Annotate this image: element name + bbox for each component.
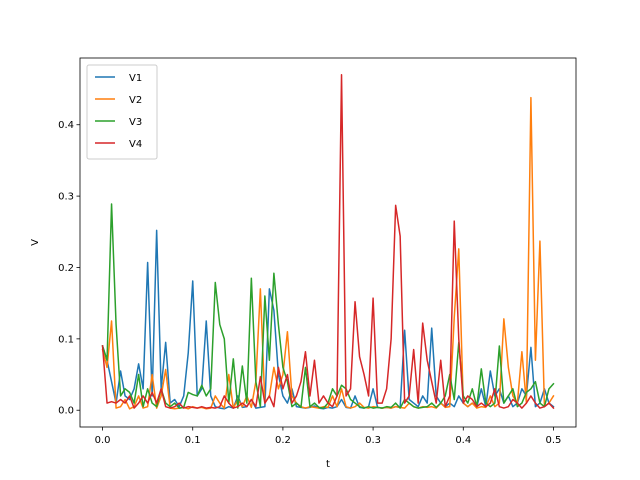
axes-frame bbox=[79, 57, 577, 428]
legend-label-v1: V1 bbox=[129, 73, 142, 84]
plot-area bbox=[79, 57, 577, 428]
y-tick-label: 0.0 bbox=[58, 406, 74, 417]
x-tick-label: 0.4 bbox=[455, 435, 471, 446]
y-tick-label: 0.3 bbox=[58, 192, 74, 203]
x-tick-label: 0.1 bbox=[185, 435, 201, 446]
legend-box bbox=[86, 64, 158, 160]
legend-label-v2: V2 bbox=[129, 95, 142, 106]
y-tick-label: 0.2 bbox=[58, 263, 74, 274]
y-tick-label: 0.1 bbox=[58, 334, 74, 345]
y-axis: 0.0 0.1 0.2 0.3 0.4 bbox=[58, 120, 80, 417]
series-line-v4 bbox=[101, 74, 555, 410]
legend-label-v3: V3 bbox=[129, 117, 142, 128]
y-axis-label: V bbox=[30, 239, 41, 246]
legend-label-v4: V4 bbox=[129, 139, 142, 150]
axes-background bbox=[80, 58, 576, 427]
x-axis-label: t bbox=[326, 459, 330, 470]
x-tick-label: 0.3 bbox=[365, 435, 381, 446]
x-tick-label: 0.2 bbox=[275, 435, 291, 446]
y-tick-label: 0.4 bbox=[58, 120, 74, 131]
x-axis: 0.0 0.1 0.2 0.3 0.4 0.5 bbox=[95, 427, 562, 446]
series-layer bbox=[101, 74, 555, 410]
x-tick-label: 0.0 bbox=[95, 435, 111, 446]
legend: V1 V2 V3 V4 bbox=[86, 64, 158, 160]
x-tick-label: 0.5 bbox=[546, 435, 562, 446]
series-line-v2 bbox=[101, 96, 555, 410]
